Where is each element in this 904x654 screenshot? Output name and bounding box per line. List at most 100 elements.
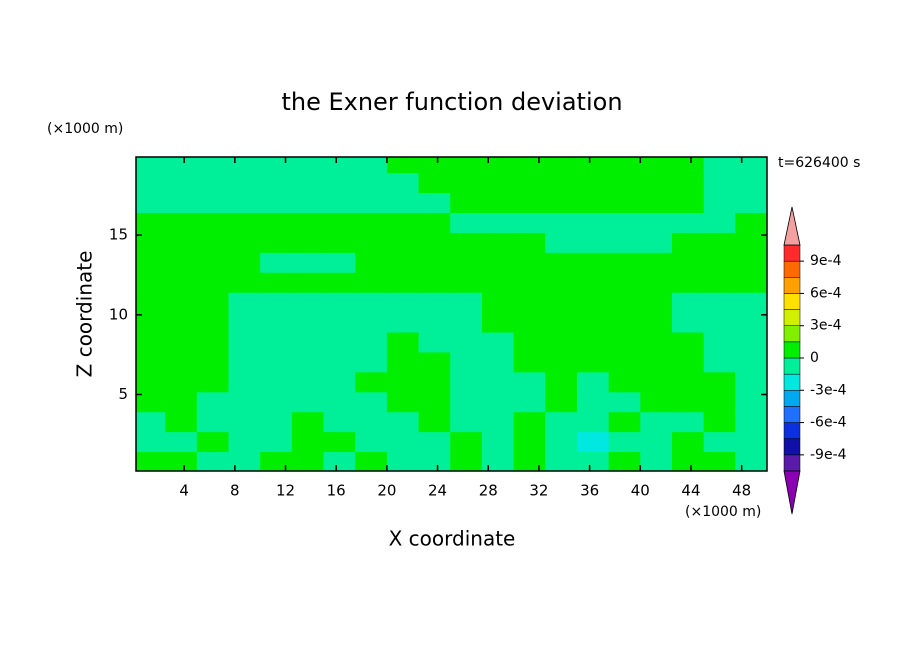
colorbar-band <box>783 390 801 407</box>
field-cell <box>481 431 515 453</box>
field-cell <box>323 451 356 471</box>
field-cell <box>703 391 736 413</box>
x-tick-label: 24 <box>428 482 447 500</box>
field-cell <box>608 312 641 333</box>
x-unit-label: (×1000 m) <box>685 504 761 520</box>
field-cell <box>576 157 610 174</box>
field-cell <box>513 157 546 174</box>
field-cell <box>196 157 230 174</box>
field-cell <box>136 292 166 313</box>
field-cell <box>450 411 483 433</box>
field-cell <box>513 272 546 293</box>
field-cell <box>450 172 483 194</box>
field-cell <box>608 371 641 393</box>
colorbar-band <box>783 454 801 472</box>
field-cell <box>640 192 673 213</box>
field-cell <box>165 391 198 413</box>
field-cell <box>640 292 673 313</box>
field-cell <box>386 371 420 393</box>
field-cell <box>640 411 673 433</box>
field-cell <box>196 252 230 273</box>
field-cell <box>228 331 261 353</box>
field-cell <box>703 292 736 313</box>
field-cell <box>703 431 736 453</box>
field-cell <box>228 351 261 373</box>
field-cell <box>576 411 610 433</box>
field-cell <box>418 157 451 174</box>
field-cell <box>355 292 388 313</box>
field-cell <box>671 212 705 233</box>
field-cell <box>323 391 356 413</box>
field-cell <box>608 232 641 253</box>
field-cell <box>545 431 578 453</box>
colorbar-band <box>783 277 801 294</box>
field-cell <box>260 371 293 393</box>
field-cell <box>608 431 641 453</box>
field-cell <box>260 411 293 433</box>
field-cell <box>355 192 388 213</box>
x-tick-label: 40 <box>631 482 650 500</box>
field-cell <box>418 331 451 353</box>
field-cell <box>545 351 578 373</box>
field-cell <box>136 431 166 453</box>
field-cell <box>545 371 578 393</box>
field-cell <box>355 312 388 333</box>
colorbar-band <box>783 438 801 456</box>
field-cell <box>608 391 641 413</box>
field-cell <box>386 192 420 213</box>
field-cell <box>260 351 293 373</box>
colorbar-band <box>783 406 801 423</box>
x-tick-label: 48 <box>732 482 751 500</box>
field-cell <box>136 411 166 433</box>
field-cell <box>323 192 356 213</box>
field-cell <box>545 292 578 313</box>
field-cell <box>165 172 198 194</box>
field-cell <box>260 431 293 453</box>
field-cell <box>418 252 451 273</box>
field-cell <box>545 232 578 253</box>
field-cell <box>735 192 767 213</box>
field-cell <box>513 331 546 353</box>
field-cell <box>228 232 261 253</box>
field-cell <box>703 451 736 471</box>
field-cell <box>513 252 546 273</box>
field-cell <box>450 292 483 313</box>
field-cell <box>136 451 166 471</box>
field-cell <box>418 232 451 253</box>
field-cell <box>671 391 705 413</box>
field-cell <box>576 172 610 194</box>
field-cell <box>545 391 578 413</box>
field-cell <box>450 157 483 174</box>
field-cell <box>386 272 420 293</box>
field-cell <box>735 371 767 393</box>
colorbar-tick-label: 3e-4 <box>810 318 842 334</box>
field-cell <box>671 331 705 353</box>
field-cell <box>228 391 261 413</box>
field-cell <box>450 431 483 453</box>
field-cell <box>671 157 705 174</box>
field-cell <box>386 172 420 194</box>
field-cell <box>703 411 736 433</box>
field-cell <box>545 272 578 293</box>
field-cell <box>136 192 166 213</box>
field-cell <box>196 331 230 353</box>
field-cell <box>386 157 420 174</box>
field-cell <box>671 172 705 194</box>
field-cell <box>513 451 546 471</box>
field-cell <box>260 331 293 353</box>
field-cell <box>418 351 451 373</box>
field-cell <box>228 312 261 333</box>
field-cell <box>136 212 166 233</box>
field-cell <box>703 232 736 253</box>
field-cell <box>323 157 356 174</box>
colorbar-band <box>783 357 801 375</box>
field-cell <box>450 331 483 353</box>
field-cell <box>260 212 293 233</box>
field-cell <box>196 351 230 373</box>
field-cell <box>545 157 578 174</box>
field-cell <box>196 391 230 413</box>
field-cell <box>450 451 483 471</box>
colorbar-tick-label: -3e-4 <box>810 382 847 398</box>
field-cell <box>481 312 515 333</box>
field-cell <box>418 172 451 194</box>
